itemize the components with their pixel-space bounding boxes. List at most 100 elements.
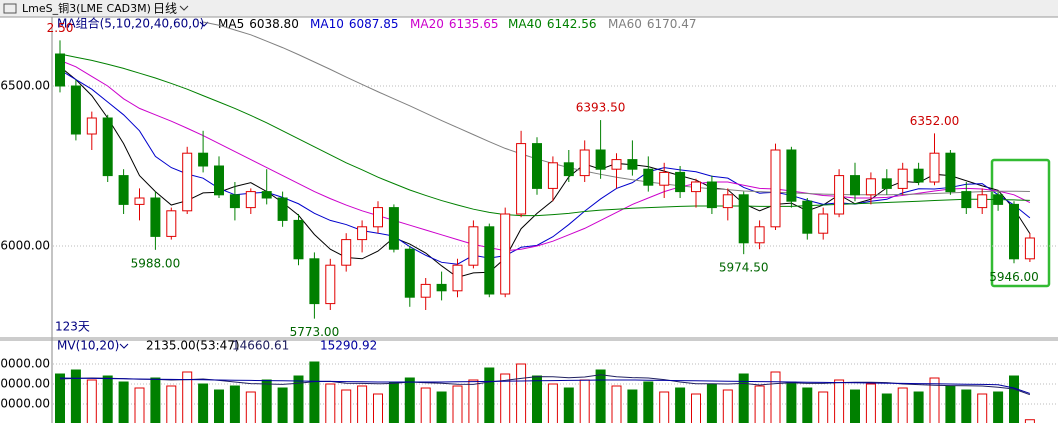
volume-bar — [150, 377, 161, 423]
volume-bar — [468, 379, 479, 423]
volume-bar — [1024, 419, 1035, 423]
dropdown-arrow[interactable] — [199, 21, 209, 27]
y-tick-label: 6500.00 — [0, 79, 50, 93]
volume-bar — [929, 377, 940, 423]
legend-name: MA40 — [508, 17, 542, 31]
candle-body — [214, 165, 224, 196]
volume-bar — [357, 385, 368, 423]
volume-bar — [850, 389, 860, 423]
annotation: 5974.50 — [719, 261, 769, 275]
volume-bar — [675, 387, 686, 423]
volume-bar — [1009, 375, 1019, 423]
volume-bar — [993, 391, 1004, 423]
volume-bar — [786, 381, 797, 423]
legend-value: 6038.80 — [249, 17, 299, 31]
annotation: 5946.00 — [989, 270, 1039, 284]
candle-body — [547, 162, 558, 189]
volume-bar — [55, 373, 65, 423]
ma-line — [59, 53, 1030, 217]
candle-body — [70, 85, 81, 135]
volume-bar — [627, 389, 638, 423]
volume-bar — [547, 383, 558, 423]
y-tick-label: 6000.00 — [0, 239, 50, 253]
candle-body — [706, 181, 717, 209]
candle-body — [436, 283, 447, 292]
volume-bar — [532, 375, 542, 423]
candle-body — [611, 159, 622, 170]
y-tick-label: 20000.00 — [0, 377, 50, 391]
legend-name: MA20 — [410, 17, 444, 31]
volume-bar — [881, 393, 892, 423]
period[interactable]: 日线 — [153, 2, 177, 16]
volume-bar — [420, 387, 431, 423]
volume-bar — [738, 373, 749, 423]
candle-body — [452, 264, 463, 292]
candle-body — [1024, 237, 1035, 260]
candle-body — [404, 248, 415, 298]
ma-line — [59, 59, 1031, 252]
volume-bar — [229, 385, 240, 423]
candle-body — [897, 168, 908, 189]
legend-value: 6087.85 — [349, 17, 399, 31]
volume-bar — [563, 387, 574, 423]
candle-body — [484, 226, 495, 295]
candle-body — [516, 143, 527, 215]
candle-body — [309, 258, 320, 305]
volume-bar — [261, 379, 272, 423]
volume-bar — [214, 389, 224, 423]
candle-body — [229, 194, 240, 209]
top-bar — [0, 0, 1058, 17]
candle-body — [913, 168, 924, 183]
candle-body — [150, 197, 161, 237]
legend-name: MA10 — [310, 17, 344, 31]
annotation: 5773.00 — [290, 325, 340, 339]
candle-body — [754, 226, 765, 244]
candle-body — [579, 149, 590, 177]
volume-bar — [834, 379, 845, 423]
volume-bar — [484, 367, 495, 423]
candle-body — [325, 264, 336, 305]
candle-body — [182, 152, 193, 212]
volume-bar — [198, 383, 209, 423]
candle-body — [245, 191, 256, 209]
volume-bar — [945, 385, 956, 423]
candle-body — [293, 219, 304, 260]
volume-bar — [102, 375, 113, 423]
volume-bar — [388, 381, 399, 423]
volume-bar — [166, 385, 177, 423]
candle-body — [675, 171, 686, 193]
legend-title[interactable]: MA组合(5,10,20,40,60,0) — [57, 16, 204, 31]
candle-body — [802, 200, 813, 234]
volume-bar — [325, 383, 336, 423]
candle-body — [659, 171, 670, 186]
volume-bar — [86, 379, 97, 423]
y-tick-label: 30000.00 — [0, 357, 50, 371]
volume-bar — [913, 391, 924, 423]
volume-bar — [293, 375, 304, 423]
candle-body — [834, 175, 845, 215]
volume-title[interactable]: MV(10,20) — [57, 339, 119, 353]
volume-bar — [961, 389, 972, 423]
volume-bar — [595, 369, 606, 423]
volume-bar — [118, 381, 129, 423]
volume-bar — [818, 391, 829, 423]
annotation: 6393.50 — [576, 101, 626, 115]
dropdown-arrow[interactable] — [179, 5, 189, 11]
candle-body — [945, 152, 956, 193]
candle-body — [118, 175, 129, 205]
volume-bar — [341, 389, 352, 423]
candle-body — [500, 213, 511, 295]
volume-latest: 2135.00(53:47) — [146, 339, 240, 353]
candle-body — [86, 117, 97, 135]
volume-bar — [436, 391, 447, 423]
legend-value: 6170.47 — [647, 17, 697, 31]
dropdown-arrow[interactable] — [119, 343, 129, 349]
candle-body — [420, 283, 431, 298]
candle-body — [357, 226, 368, 241]
candle-body — [993, 194, 1004, 205]
candle-body — [738, 194, 749, 244]
volume-bar — [277, 387, 288, 423]
legend-item: MA20 6135.65 — [410, 17, 498, 31]
volume-bar — [754, 385, 765, 423]
volume-bar — [659, 391, 670, 423]
